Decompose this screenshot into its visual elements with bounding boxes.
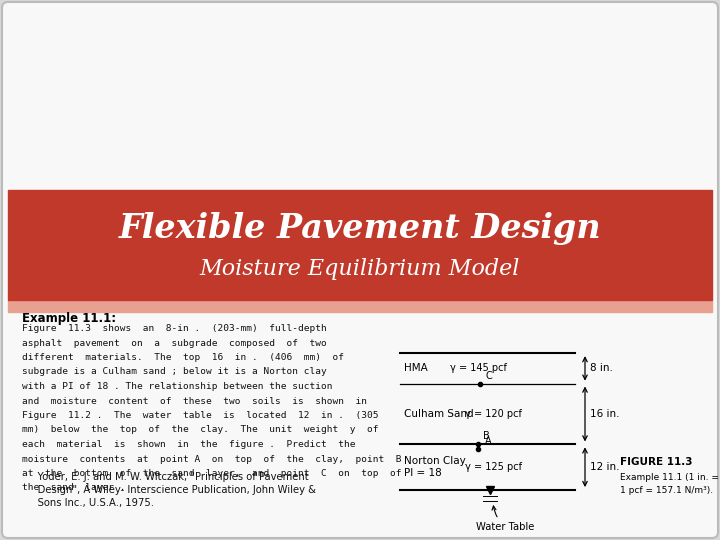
Text: γ = 125 pcf: γ = 125 pcf: [465, 462, 522, 472]
Text: Figure  11.2 .  The  water  table  is  located  12  in .  (305: Figure 11.2 . The water table is located…: [22, 411, 379, 420]
Text: A: A: [485, 436, 492, 447]
Text: different  materials.  The  top  16  in .  (406  mm)  of: different materials. The top 16 in . (40…: [22, 353, 344, 362]
Text: B: B: [483, 431, 490, 441]
Text: Design", A Wiley- Interscience Publication, John Wiley &: Design", A Wiley- Interscience Publicati…: [22, 485, 316, 495]
Text: mm)  below  the  top  of  the  clay.  The  unit  weight  y  of: mm) below the top of the clay. The unit …: [22, 426, 379, 435]
Text: asphalt  pavement  on  a  subgrade  composed  of  two: asphalt pavement on a subgrade composed …: [22, 339, 327, 348]
Text: Yoder, E. J. and M. W. Witczak, "Principles of Pavement: Yoder, E. J. and M. W. Witczak, "Princip…: [22, 472, 309, 482]
Text: γ = 145 pcf: γ = 145 pcf: [450, 363, 507, 373]
Text: γ = 120 pcf: γ = 120 pcf: [465, 409, 522, 419]
Text: 16 in.: 16 in.: [590, 409, 619, 419]
Text: 12 in.: 12 in.: [590, 462, 619, 472]
Text: each  material  is  shown  in  the  figure .  Predict  the: each material is shown in the figure . P…: [22, 440, 356, 449]
Text: 1 pcf = 157.1 N/m³).: 1 pcf = 157.1 N/m³).: [620, 486, 713, 495]
Text: Figure  11.3  shows  an  8-in .  (203-mm)  full-depth: Figure 11.3 shows an 8-in . (203-mm) ful…: [22, 324, 327, 333]
Text: Example 11.1:: Example 11.1:: [22, 312, 116, 325]
Text: HMA: HMA: [404, 363, 428, 373]
Bar: [8, 190, 712, 300]
Bar: [8, 300, 712, 312]
Text: Moisture Equilibrium Model: Moisture Equilibrium Model: [200, 258, 520, 280]
Text: Norton Clay: Norton Clay: [404, 456, 466, 466]
Text: and  moisture  content  of  these  two  soils  is  shown  in: and moisture content of these two soils …: [22, 396, 367, 406]
Text: subgrade is a Culham sand ; below it is a Norton clay: subgrade is a Culham sand ; below it is …: [22, 368, 327, 376]
Text: Sons Inc., U.S.A., 1975.: Sons Inc., U.S.A., 1975.: [22, 498, 154, 508]
Text: moisture  contents  at  point A  on  top  of  the  clay,  point  B: moisture contents at point A on top of t…: [22, 455, 402, 463]
Text: Culham Sand: Culham Sand: [404, 409, 474, 419]
Text: FIGURE 11.3: FIGURE 11.3: [620, 457, 693, 467]
Text: Flexible Pavement Design: Flexible Pavement Design: [119, 212, 601, 245]
Text: the  sand  layer .: the sand layer .: [22, 483, 125, 492]
Text: C: C: [485, 370, 492, 381]
Text: Water Table: Water Table: [476, 506, 534, 532]
Text: PI = 18: PI = 18: [404, 468, 442, 478]
Text: with a PI of 18 . The relationship between the suction: with a PI of 18 . The relationship betwe…: [22, 382, 333, 391]
Text: Example 11.1 (1 in. = 25.4 mm,: Example 11.1 (1 in. = 25.4 mm,: [620, 473, 720, 482]
Text: 8 in.: 8 in.: [590, 363, 613, 373]
Text: at  the  bottom  of  the  sand  layer,  and  point  C  on  top  of: at the bottom of the sand layer, and poi…: [22, 469, 402, 478]
